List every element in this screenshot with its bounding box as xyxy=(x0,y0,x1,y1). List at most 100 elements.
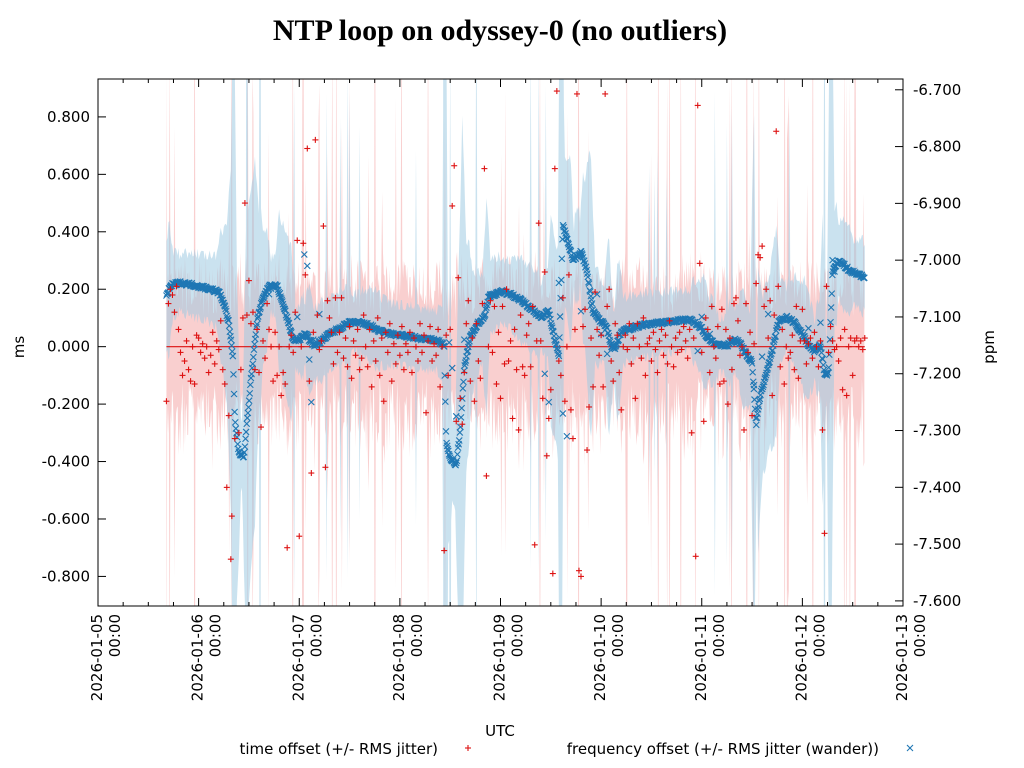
time-offset-point xyxy=(225,412,232,419)
time-offset-point xyxy=(610,378,617,385)
frequency-offset-point xyxy=(249,360,257,368)
time-offset-point xyxy=(243,312,250,319)
cross-stroke-b xyxy=(459,384,467,392)
time-offset-point xyxy=(443,332,450,339)
cross-stroke-b xyxy=(240,453,248,461)
frequency-offset-point xyxy=(460,336,468,344)
cross-stroke-b xyxy=(559,221,567,229)
time-offset-point xyxy=(557,372,564,379)
frequency-offset-point xyxy=(441,398,449,406)
cross-stroke-b xyxy=(698,323,706,331)
cross-stroke-b xyxy=(563,432,571,440)
time-offset-point xyxy=(463,320,470,327)
x-tick-label-time: 00:00 xyxy=(207,614,225,657)
cross-stroke-b xyxy=(439,340,447,347)
cross-stroke-b xyxy=(583,270,591,277)
frequency-offset-point xyxy=(241,443,249,450)
cross-stroke-b xyxy=(441,372,449,379)
time-offset-point xyxy=(509,415,516,422)
time-offset-point xyxy=(203,343,210,350)
x-tick-label-date: 2026-01-06 xyxy=(189,614,207,701)
frequency-offset-point xyxy=(551,336,559,344)
x-tick-label-time: 00:00 xyxy=(408,614,426,657)
time-offset-point xyxy=(741,426,748,433)
time-offset-point xyxy=(404,349,411,356)
time-offset-point xyxy=(181,358,188,365)
time-offset-point xyxy=(507,337,514,344)
time-offset-point xyxy=(787,349,794,356)
frequency-offset-point xyxy=(442,427,450,435)
time-offset-point xyxy=(827,323,834,330)
time-offset-point xyxy=(197,349,204,356)
time-offset-point xyxy=(251,366,258,373)
time-offset-point xyxy=(833,343,840,350)
time-offset-point xyxy=(276,343,283,350)
time-offset-point xyxy=(578,573,584,580)
cross-stroke-b xyxy=(558,255,566,263)
time-offset-point xyxy=(813,343,820,350)
time-offset-point xyxy=(338,294,345,301)
time-offset-point xyxy=(604,303,611,310)
time-offset-point xyxy=(378,335,385,342)
time-offset-point xyxy=(477,375,484,382)
time-offset-point xyxy=(736,352,743,359)
x-tick-label-time: 00:00 xyxy=(106,614,124,657)
cross-stroke-b xyxy=(252,331,260,338)
time-offset-point xyxy=(258,424,265,431)
time-offset-point xyxy=(646,335,653,342)
cross-stroke-b xyxy=(763,366,771,374)
time-offset-point xyxy=(759,243,766,250)
time-offset-point xyxy=(173,283,180,290)
time-offset-point xyxy=(358,355,365,362)
cross-stroke-b xyxy=(230,371,237,378)
time-offset-point xyxy=(837,335,844,342)
time-offset-point xyxy=(348,375,355,382)
cross-stroke-b xyxy=(444,445,452,453)
cross-stroke-b xyxy=(284,317,292,324)
time-offset-point xyxy=(517,312,524,319)
frequency-offset-point xyxy=(827,318,834,326)
y-right-tick-label: -7.400 xyxy=(913,478,961,496)
y-left-tick-label: 0.800 xyxy=(47,108,90,126)
time-offset-point xyxy=(739,343,745,350)
time-offset-point xyxy=(441,547,448,554)
time-offset-point xyxy=(392,360,399,367)
cross-stroke-b xyxy=(454,451,461,458)
y-left-tick-label: -0.600 xyxy=(42,510,90,528)
time-offset-point xyxy=(459,421,466,428)
time-offset-point xyxy=(757,254,764,261)
cross-stroke-b xyxy=(249,360,257,368)
time-offset-point xyxy=(549,570,556,577)
time-offset-point xyxy=(221,380,228,387)
cross-stroke-b xyxy=(615,336,623,344)
frequency-offset-point xyxy=(223,312,231,320)
frequency-offset-point xyxy=(559,221,567,229)
time-offset-point xyxy=(491,303,498,310)
time-offset-point xyxy=(783,343,790,350)
cross-stroke-b xyxy=(249,353,257,361)
cross-stroke-b xyxy=(443,439,450,447)
time-offset-point xyxy=(362,343,369,350)
time-offset-point xyxy=(843,392,850,399)
time-offset-point xyxy=(799,306,806,313)
time-offset-point xyxy=(666,317,673,324)
frequency-offset-point xyxy=(748,359,756,367)
time-offset-point xyxy=(622,332,629,339)
cross-stroke-b xyxy=(827,318,834,326)
cross-stroke-b xyxy=(825,364,833,371)
time-offset-point xyxy=(829,337,836,344)
cross-stroke-b xyxy=(759,383,767,391)
y-left-axis-title: ms xyxy=(10,336,28,359)
time-offset-point xyxy=(628,360,635,367)
time-offset-point xyxy=(191,380,198,387)
y-right-tick-label: -7.000 xyxy=(913,251,961,269)
frequency-offset-point xyxy=(441,372,449,379)
time-offset-point xyxy=(765,335,772,342)
y-left-tick-label: 0.000 xyxy=(47,338,90,356)
time-offset-point xyxy=(700,418,707,425)
time-offset-point xyxy=(360,312,367,319)
time-offset-point xyxy=(167,286,174,293)
cross-stroke-b xyxy=(252,323,260,331)
cross-stroke-b xyxy=(303,262,311,270)
time-offset-point xyxy=(718,306,725,313)
